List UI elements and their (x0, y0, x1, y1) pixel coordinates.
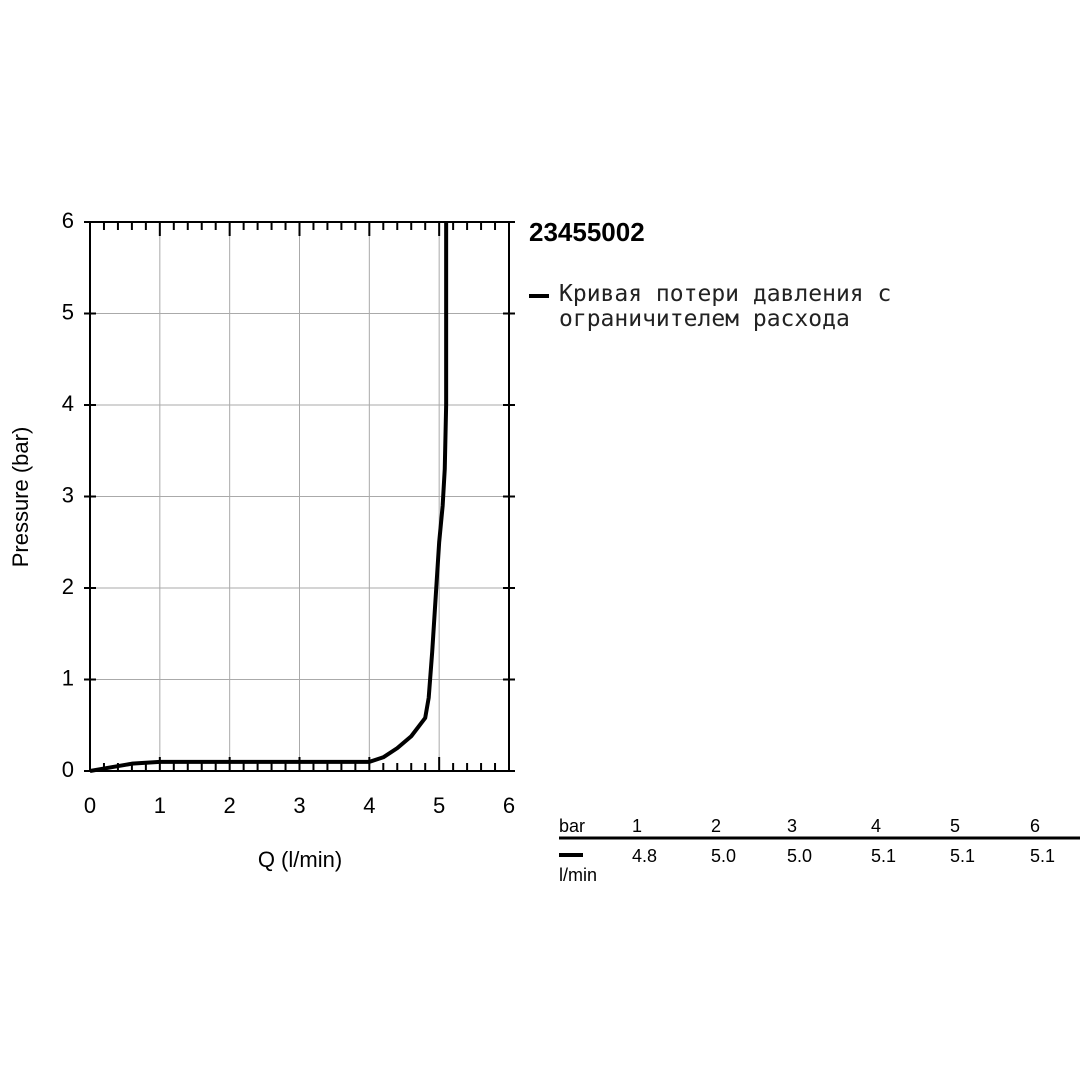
y-tick-label: 2 (62, 574, 74, 599)
x-tick-label: 0 (84, 793, 96, 818)
table-cell: 5.1 (1030, 846, 1055, 866)
y-tick-label: 1 (62, 665, 74, 690)
x-tick-label: 3 (293, 793, 305, 818)
table-unit: l/min (559, 865, 597, 885)
table-header: 5 (950, 816, 960, 836)
y-tick-label: 4 (62, 391, 74, 416)
table-header: 2 (711, 816, 721, 836)
x-tick-label: 6 (503, 793, 515, 818)
table-header: 3 (787, 816, 797, 836)
table-header: 1 (632, 816, 642, 836)
x-tick-label: 4 (363, 793, 375, 818)
table-cell: 4.8 (632, 846, 657, 866)
legend-entry: Кривая потери давления с ограничителем р… (559, 281, 892, 332)
y-tick-label: 5 (62, 299, 74, 324)
y-axis-label: Pressure (bar) (8, 427, 33, 568)
table-cell: 5.1 (871, 846, 896, 866)
plot-frame (89, 221, 510, 772)
table-cell: 5.0 (787, 846, 812, 866)
y-tick-label: 6 (62, 208, 74, 233)
y-tick-label: 0 (62, 757, 74, 782)
table-header: 6 (1030, 816, 1040, 836)
table-header: 4 (871, 816, 881, 836)
table-cell: 5.1 (950, 846, 975, 866)
chart-title: 23455002 (529, 217, 645, 247)
x-tick-label: 1 (154, 793, 166, 818)
y-tick-label: 3 (62, 482, 74, 507)
data-line (89, 222, 449, 773)
x-axis-label: Q (l/min) (258, 847, 342, 872)
table-cell: 5.0 (711, 846, 736, 866)
x-tick-label: 2 (224, 793, 236, 818)
x-tick-label: 5 (433, 793, 445, 818)
table-header: bar (559, 816, 585, 836)
